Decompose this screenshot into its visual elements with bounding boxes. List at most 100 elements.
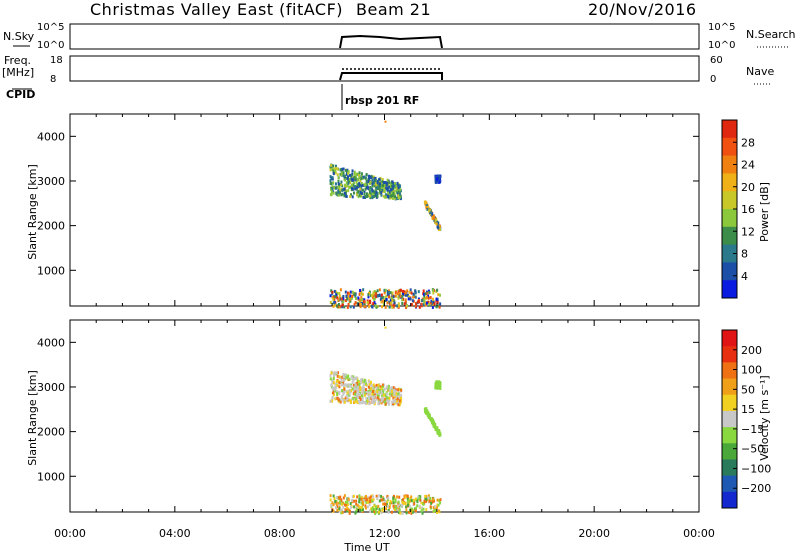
- range-gate-cell: [429, 496, 432, 500]
- range-gate-cell: [352, 383, 355, 387]
- range-gate-cell: [426, 410, 429, 414]
- range-gate-cell: [385, 297, 388, 301]
- range-gate-cell: [428, 291, 431, 295]
- range-gate-cell: [340, 382, 343, 386]
- range-gate-cell: [359, 400, 362, 404]
- range-gate-cell: [398, 403, 401, 407]
- range-gate-cell: [434, 218, 437, 222]
- range-gate-cell: [374, 184, 377, 188]
- range-gate-cell: [368, 395, 371, 399]
- range-gate-cell: [349, 194, 352, 198]
- range-gate-cell: [433, 499, 436, 503]
- range-gate-cell: [340, 511, 343, 515]
- range-gate-cell: [380, 511, 383, 515]
- range-gate-cell: [348, 177, 351, 181]
- range-gate-cell: [394, 508, 397, 512]
- range-gate-cell: [346, 177, 349, 181]
- range-gate-cell: [361, 498, 364, 502]
- range-gate-cell: [334, 171, 337, 175]
- range-gate-cell: [358, 380, 361, 384]
- range-gate-cell: [350, 193, 353, 197]
- range-gate-cell: [335, 389, 338, 393]
- range-gate-cell: [370, 294, 373, 298]
- range-gate-cell: [355, 502, 358, 506]
- range-gate-cell: [438, 227, 441, 231]
- range-gate-cell: [434, 505, 437, 509]
- range-gate-cell: [364, 506, 367, 510]
- range-gate-cell: [378, 182, 381, 186]
- colorbar-swatch: [722, 410, 737, 428]
- range-gate-cell: [391, 291, 394, 295]
- range-gate-cell: [371, 389, 374, 393]
- range-gate-cell: [410, 302, 413, 306]
- range-gate-cell: [354, 383, 357, 387]
- range-gate-cell: [420, 302, 423, 306]
- range-gate-cell: [415, 302, 418, 306]
- range-gate-cell: [374, 178, 377, 182]
- range-gate-cell: [437, 176, 440, 180]
- range-gate-cell: [347, 181, 350, 185]
- range-gate-cell: [391, 192, 394, 196]
- colorbar-swatch: [722, 346, 737, 363]
- range-gate-cell: [397, 302, 400, 306]
- range-gate-cell: [329, 498, 332, 502]
- range-gate-cell: [329, 175, 332, 179]
- range-gate-cell: [364, 504, 367, 508]
- range-gate-cell: [343, 305, 346, 309]
- range-gate-cell: [348, 383, 351, 387]
- range-gate-cell: [347, 175, 350, 179]
- range-gate-cell: [386, 178, 389, 182]
- range-gate-cell: [340, 498, 343, 502]
- colorbar-tick-label: 12: [741, 225, 755, 238]
- range-gate-cell: [406, 497, 409, 501]
- range-gate-cell: [353, 176, 356, 180]
- range-gate-cell: [387, 509, 390, 513]
- range-gate-cell: [384, 288, 387, 292]
- range-gate-cell: [418, 305, 421, 309]
- range-gate-cell: [435, 380, 438, 384]
- range-gate-cell: [352, 181, 355, 185]
- range-gate-cell: [380, 191, 383, 195]
- range-gate-cell: [365, 390, 368, 394]
- range-gate-cell: [355, 184, 358, 188]
- range-gate-cell: [355, 399, 358, 403]
- range-gate-cell: [360, 186, 363, 190]
- range-gate-cell: [372, 302, 375, 306]
- range-gate-cell: [344, 178, 347, 182]
- range-gate-cell: [429, 208, 432, 212]
- range-gate-cell: [379, 184, 382, 188]
- time-axis: 00:00 04:00 08:00 12:00 16:00 20:00 00:00: [54, 527, 715, 540]
- velocity-panel-frame: [69, 319, 700, 513]
- range-gate-cell: [402, 292, 405, 296]
- range-gate-cell: [365, 494, 368, 498]
- range-gate-cell: [329, 301, 332, 305]
- range-gate-cell: [425, 497, 428, 501]
- freq-trace: [339, 72, 443, 81]
- range-gate-cell: [392, 501, 395, 505]
- range-gate-cell: [339, 381, 342, 385]
- range-gate-cell: [359, 305, 362, 309]
- range-gate-cell: [335, 166, 338, 170]
- range-gate-cell: [360, 509, 363, 513]
- range-gate-cell: [336, 396, 339, 400]
- range-gate-cell: [430, 501, 433, 505]
- range-gate-cell: [430, 299, 433, 303]
- range-gate-cell: [382, 302, 385, 306]
- range-gate-cell: [432, 288, 435, 292]
- range-gate-cell: [400, 388, 403, 392]
- range-gate-cell: [436, 176, 439, 180]
- colorbar-swatch: [722, 209, 737, 228]
- range-gate-cell: [344, 500, 347, 504]
- range-gate-cell: [387, 496, 390, 500]
- range-gate-cell: [373, 510, 376, 514]
- range-gate-cell: [435, 222, 438, 226]
- range-gate-cell: [378, 179, 381, 183]
- range-gate-cell: [398, 291, 401, 295]
- range-gate-cell: [351, 294, 354, 298]
- range-gate-cell: [430, 417, 433, 421]
- range-gate-cell: [347, 302, 350, 306]
- range-gate-cell: [368, 398, 371, 402]
- range-gate-cell: [379, 398, 382, 402]
- range-gate-cell: [368, 402, 371, 406]
- range-gate-cell: [376, 294, 379, 298]
